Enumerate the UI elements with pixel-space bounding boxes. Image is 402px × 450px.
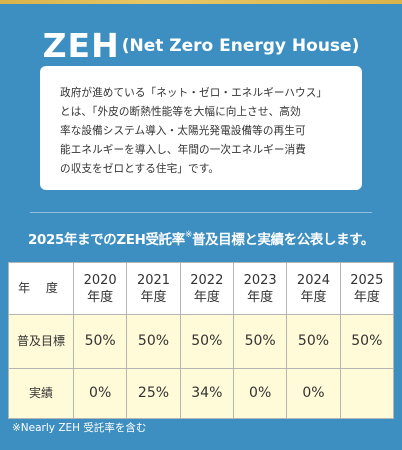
year-cell: 2020 年度: [72, 262, 128, 315]
target-cell: 50%: [286, 314, 341, 369]
year-unit: 年度: [87, 289, 114, 305]
year-value: 2024: [296, 272, 331, 288]
year-unit: 年度: [247, 289, 274, 305]
description-line: 政府が進めている「ネット・ゼロ・エネルギーハウス」: [60, 87, 328, 99]
target-cell: 50%: [339, 314, 395, 369]
actual-cell: 0%: [232, 368, 288, 419]
year-cell: 2023 年度: [232, 262, 288, 315]
actual-cell: 34%: [179, 368, 234, 419]
page-title: ZEH (Net Zero Energy House): [0, 26, 402, 65]
description-text: 政府が進めている「ネット・ゼロ・エネルギーハウス」 とは、「外皮の断熱性能等を大…: [60, 84, 348, 179]
description-line: 能エネルギーを導入し、年間の一次エネルギー消費: [60, 144, 306, 156]
note-mark: ※: [184, 230, 193, 240]
header-corner-label: 年 度: [8, 262, 74, 315]
table-header-row: 年 度 2020 年度 2021 年度 2022 年度 2023 年度 2024 年度 2…: [8, 262, 395, 315]
year-value: 2020: [83, 272, 117, 288]
table-row-target: 普及目標 50% 50% 50% 50% 50% 50%: [8, 314, 395, 369]
year-value: 2021: [136, 272, 171, 288]
top-accent-strip: [0, 0, 402, 4]
year-cell: 2022 年度: [179, 262, 234, 315]
goals-heading-text: 2025年までのZEH受託率: [27, 233, 185, 248]
year-value: 2025: [350, 272, 384, 288]
table-row-actual: 実績 0% 25% 34% 0% 0%: [8, 368, 395, 419]
description-line: の収支をゼロとする住宅」です。: [60, 163, 220, 175]
title-subtitle: (Net Zero Energy House): [121, 35, 360, 56]
description-line: とは、「外皮の断熱性能等を大幅に向上させ、高効: [60, 106, 301, 118]
zeh-goals-table: 年 度 2020 年度 2021 年度 2022 年度 2023 年度 2024 年度 2…: [8, 262, 395, 419]
target-cell: 50%: [232, 314, 288, 369]
year-cell: 2025 年度: [339, 262, 395, 315]
year-unit: 年度: [193, 289, 220, 305]
year-cell: 2021 年度: [126, 262, 181, 315]
description-line: 率な設備システム導入・太陽光発電設備等の再生可: [60, 125, 306, 137]
year-unit: 年度: [300, 289, 327, 305]
actual-cell: 25%: [126, 368, 181, 419]
year-cell: 2024 年度: [286, 262, 341, 315]
year-unit: 年度: [140, 289, 167, 305]
actual-cell: 0%: [286, 368, 341, 419]
goals-heading-text-rest: 普及目標と実績を公表します。: [192, 233, 375, 248]
section-divider: [30, 212, 372, 213]
target-cell: 50%: [179, 314, 234, 369]
year-value: 2022: [190, 272, 224, 288]
actual-cell: [339, 368, 395, 419]
title-main: ZEH: [42, 26, 120, 65]
year-value: 2023: [243, 272, 277, 288]
description-box: 政府が進めている「ネット・ゼロ・エネルギーハウス」 とは、「外皮の断熱性能等を大…: [40, 66, 362, 190]
target-row-label: 普及目標: [8, 314, 74, 369]
actual-cell: 0%: [72, 368, 128, 419]
goals-heading: 2025年までのZEH受託率※普及目標と実績を公表します。: [0, 228, 402, 248]
target-cell: 50%: [72, 314, 128, 369]
footnote: ※Nearly ZEH 受託率を含む: [12, 422, 147, 434]
target-cell: 50%: [126, 314, 181, 369]
year-unit: 年度: [353, 289, 380, 305]
actual-row-label: 実績: [8, 368, 74, 419]
